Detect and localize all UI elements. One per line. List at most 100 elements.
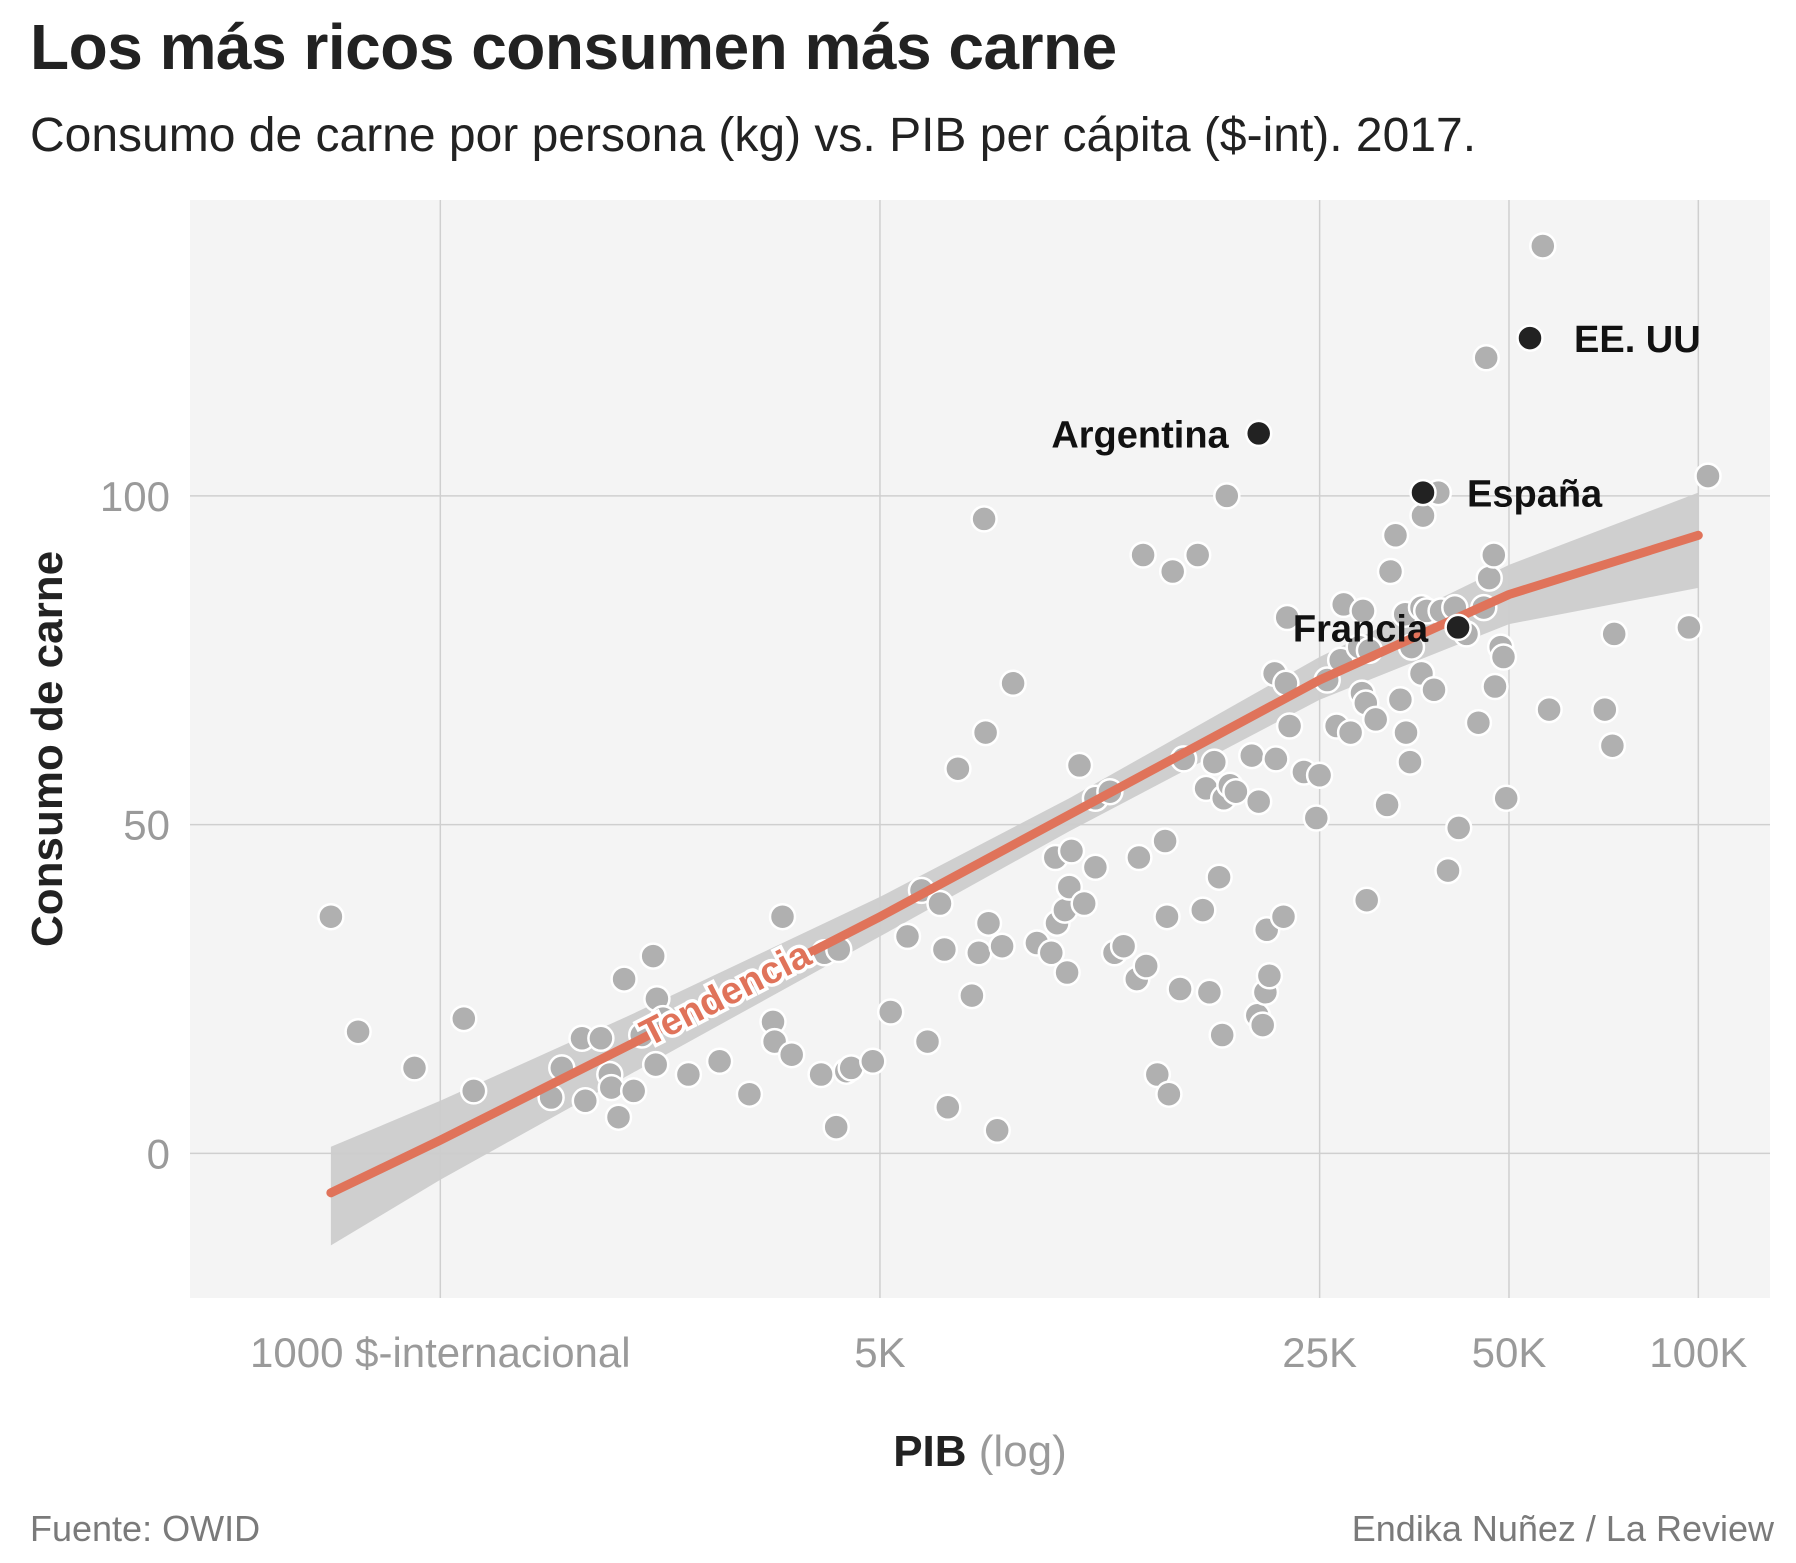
data-point	[1434, 856, 1462, 885]
data-point	[970, 505, 998, 533]
source-note: Fuente: OWID	[30, 1508, 261, 1549]
trend-line	[326, 530, 1703, 1198]
country-label: Argentina	[1051, 414, 1229, 456]
data-point	[926, 889, 954, 918]
data-point	[930, 935, 959, 964]
data-point	[1420, 676, 1448, 704]
x-axis-label: PIB	[893, 1427, 966, 1476]
data-point	[1481, 672, 1509, 701]
data-point	[735, 1080, 764, 1108]
data-point	[1129, 541, 1157, 569]
data-point	[1132, 952, 1160, 980]
data-point	[1057, 837, 1086, 865]
data-point	[450, 1004, 478, 1033]
data-point	[1349, 597, 1377, 625]
chart-title: Los más ricos consumen más carne	[30, 11, 1117, 83]
data-point	[768, 902, 797, 931]
x-tick-label: 50K	[1472, 1329, 1547, 1376]
data-point	[1158, 557, 1187, 586]
data-point	[1376, 557, 1405, 586]
data-point	[1361, 705, 1390, 734]
data-point	[1125, 843, 1153, 872]
x-tick-label: 5K	[854, 1329, 905, 1376]
data-point	[1205, 863, 1233, 891]
data-point	[1208, 1021, 1236, 1049]
data-point	[459, 1077, 488, 1105]
data-point	[639, 942, 667, 970]
x-tick-label: 1000 $-internacional	[250, 1329, 631, 1376]
data-point	[893, 922, 922, 951]
data-point	[1381, 521, 1410, 550]
data-point	[400, 1054, 429, 1082]
axis-labels: 1000 $-internacional 5K 25K 50K 100K 0 50 100 PI…	[23, 473, 1747, 1476]
data-point	[1336, 718, 1365, 747]
x-tick-label: 100K	[1649, 1329, 1747, 1376]
data-point	[1444, 814, 1473, 842]
data-point	[1305, 761, 1334, 790]
data-point	[1694, 462, 1722, 490]
data-point	[1475, 564, 1503, 592]
data-point	[1081, 853, 1110, 882]
data-point	[876, 998, 905, 1026]
data-point	[1166, 975, 1194, 1003]
highlighted-point	[1244, 419, 1273, 448]
data-point	[1222, 777, 1250, 806]
data-point	[344, 1017, 372, 1046]
data-point	[1480, 541, 1508, 569]
data-point	[934, 1093, 962, 1122]
data-point	[1255, 962, 1284, 990]
data-point	[1373, 791, 1401, 819]
data-point	[1302, 804, 1331, 832]
data-point	[1269, 902, 1298, 931]
data-point	[1195, 978, 1224, 1007]
data-point	[1248, 1011, 1277, 1039]
y-axis-title: Consumo de carne	[23, 551, 72, 947]
data-point	[1189, 896, 1217, 924]
data-point	[822, 1113, 850, 1141]
x-tick-label: 25K	[1282, 1329, 1357, 1376]
data-point	[604, 1103, 633, 1131]
y-tick-label: 100	[100, 473, 170, 520]
data-point	[1489, 643, 1518, 671]
data-point	[1464, 708, 1493, 737]
data-point	[1492, 784, 1520, 813]
data-point	[705, 1047, 734, 1076]
data-point	[1155, 1080, 1183, 1108]
data-point	[1238, 741, 1266, 770]
data-point	[1396, 748, 1424, 776]
data-point	[571, 1087, 600, 1115]
x-axis-title: PIB (log)	[893, 1427, 1067, 1476]
data-point	[988, 932, 1016, 960]
data-point	[1037, 939, 1066, 967]
data-point	[610, 965, 638, 993]
data-point	[1472, 344, 1500, 372]
data-point	[1529, 232, 1557, 260]
credit-note: Endika Nuñez / La Review	[1351, 1508, 1774, 1549]
highlighted-point	[1409, 478, 1437, 507]
data-point	[1183, 541, 1212, 569]
data-point	[1386, 685, 1415, 714]
data-point	[1535, 695, 1563, 724]
data-point	[913, 1027, 942, 1056]
data-point	[983, 1116, 1011, 1145]
data-point	[1591, 695, 1619, 724]
data-point	[674, 1060, 703, 1089]
data-point	[1392, 718, 1420, 747]
chart-subtitle: Consumo de carne por persona (kg) vs. PI…	[30, 109, 1477, 162]
data-point	[1070, 889, 1098, 918]
data-point	[1409, 501, 1437, 530]
highlighted-point	[1444, 613, 1472, 642]
data-point	[965, 939, 993, 967]
data-point	[807, 1060, 835, 1089]
country-label: Francia	[1293, 608, 1429, 650]
data-point	[958, 981, 986, 1010]
data-point	[1600, 620, 1628, 648]
y-tick-label: 0	[147, 1130, 170, 1177]
x-axis-note: (log)	[967, 1427, 1067, 1476]
data-point	[1053, 958, 1081, 987]
data-point	[641, 1050, 670, 1079]
data-point	[971, 718, 1000, 747]
data-point	[1273, 603, 1301, 632]
data-point	[1352, 886, 1381, 914]
country-label: EE. UU	[1574, 319, 1701, 361]
